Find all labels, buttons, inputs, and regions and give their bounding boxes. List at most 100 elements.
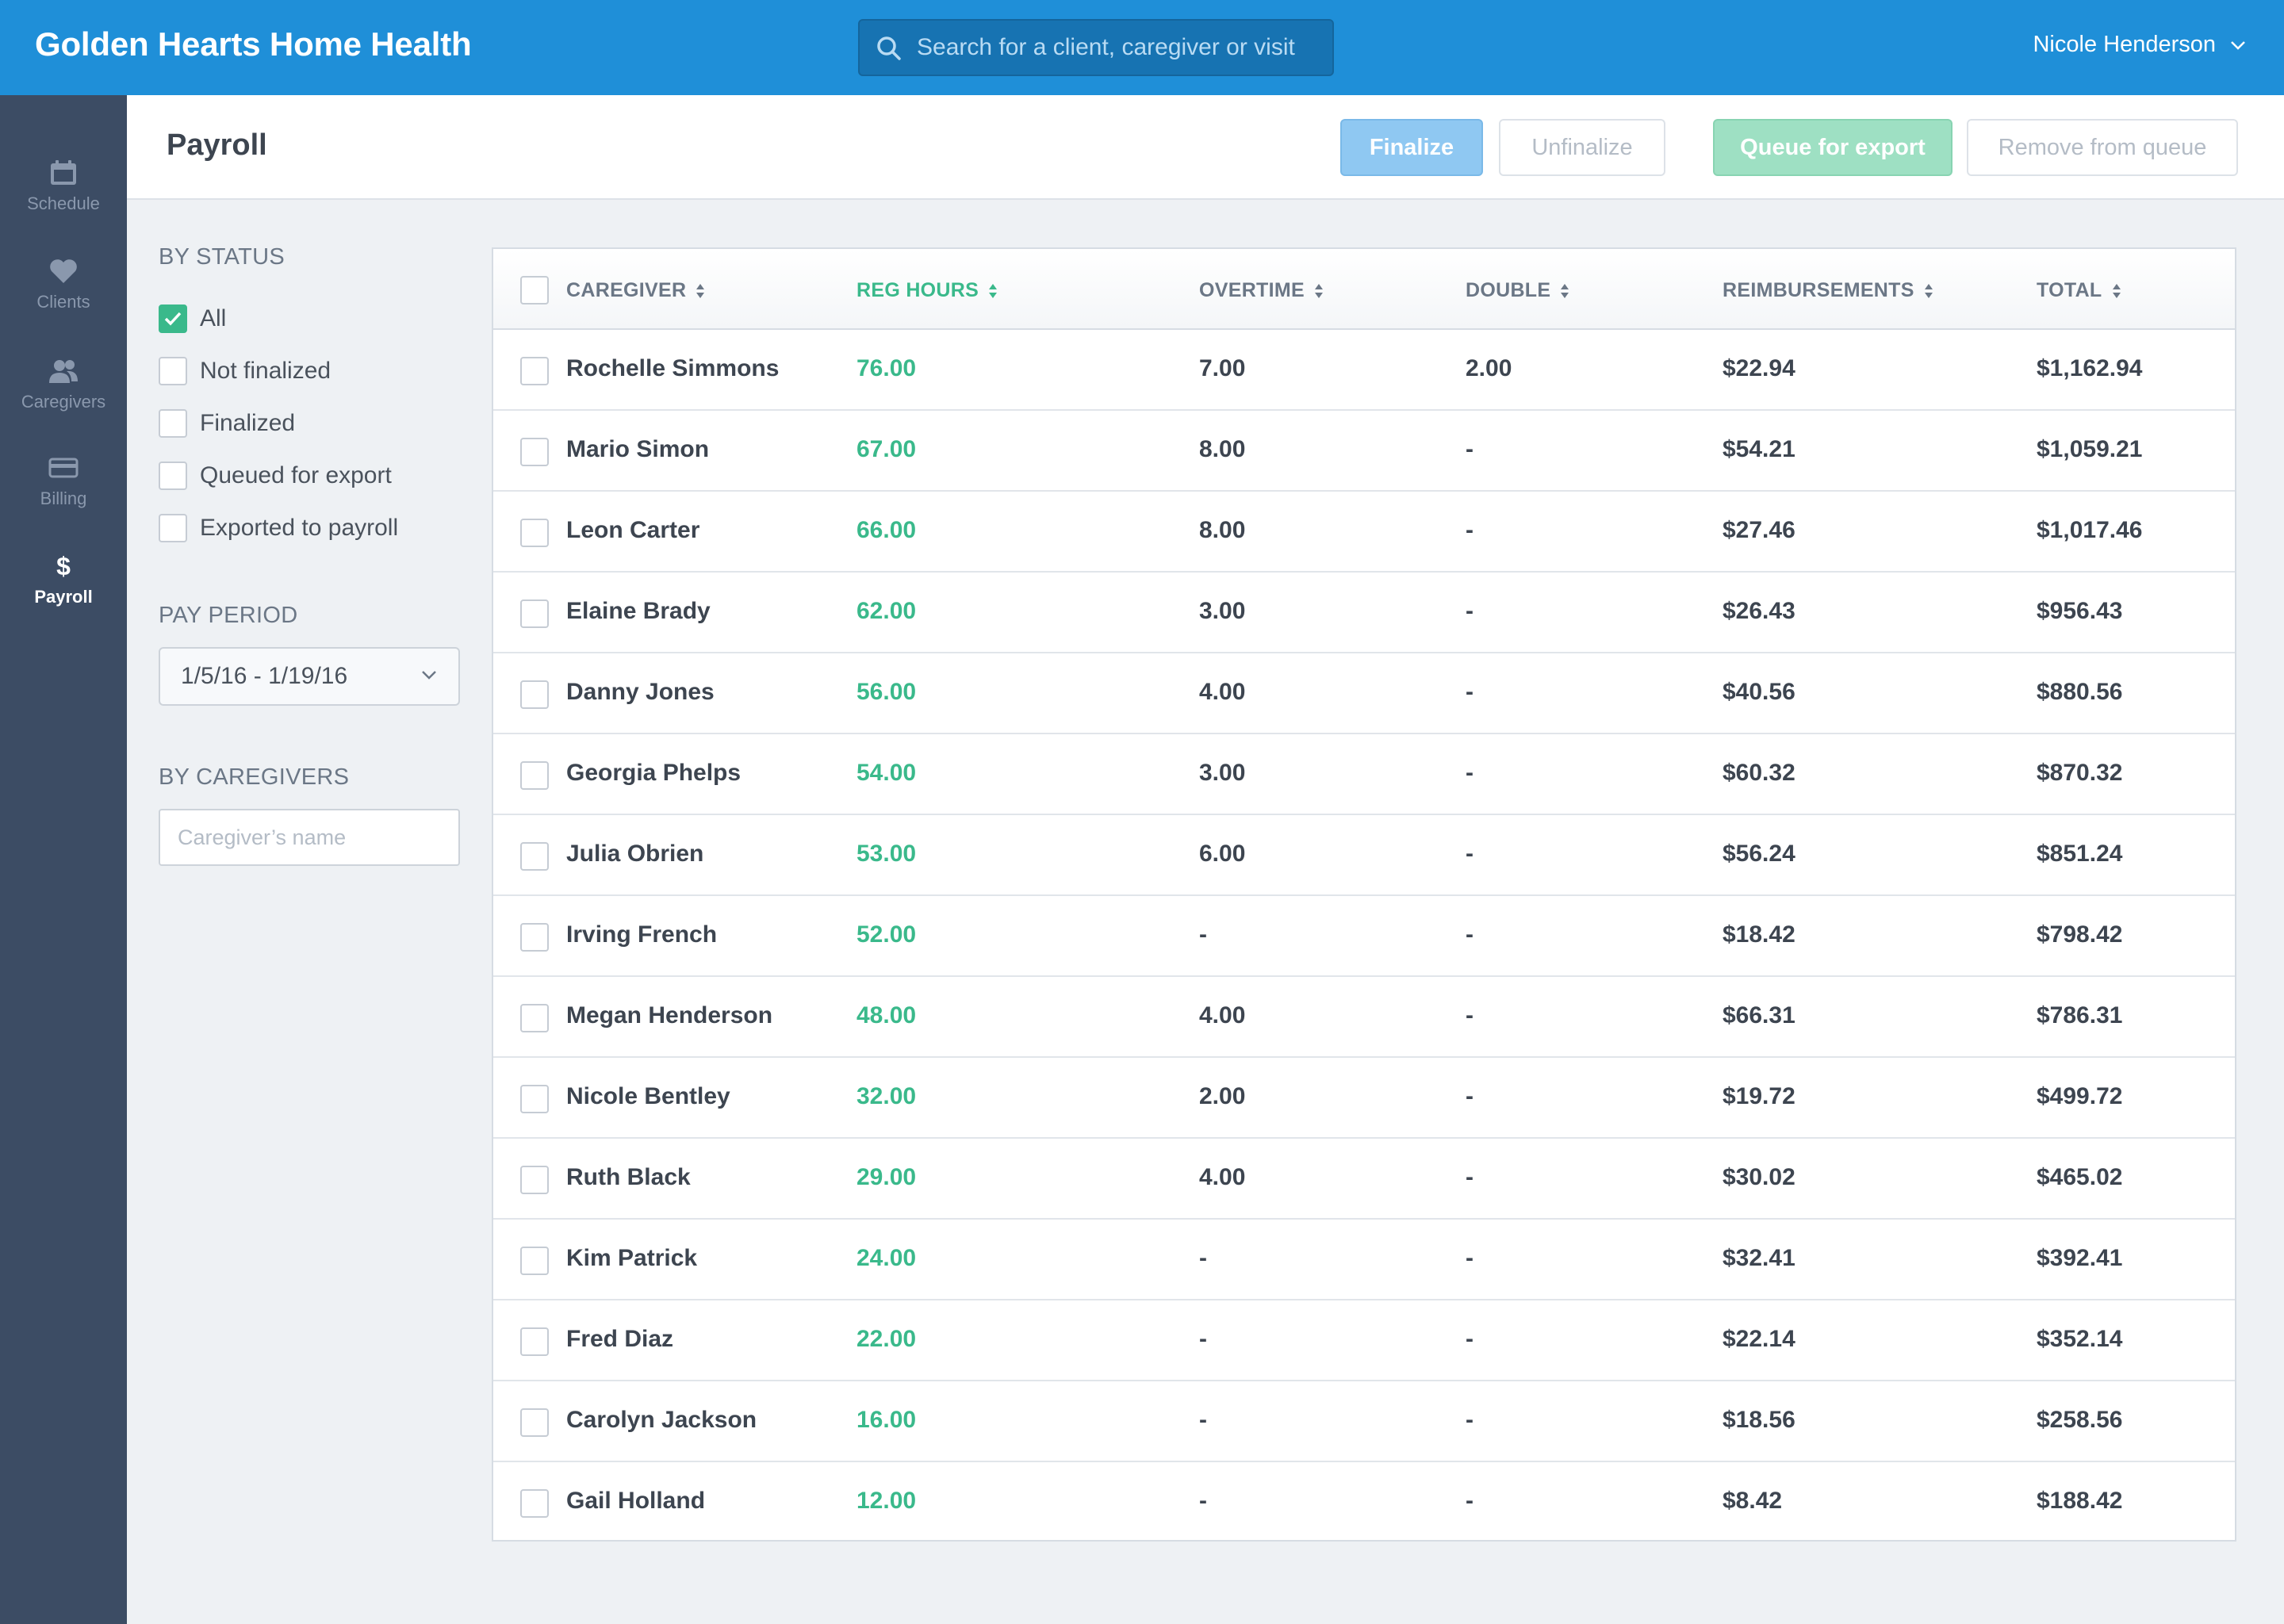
table-row[interactable]: Fred Diaz 22.00 - - $22.14 $352.14 — [493, 1300, 2235, 1381]
table-row[interactable]: Carolyn Jackson 16.00 - - $18.56 $258.56 — [493, 1381, 2235, 1462]
checkbox[interactable] — [159, 357, 187, 385]
cell-reimbursements: $18.42 — [1723, 921, 1795, 948]
status-filter-exported[interactable]: Exported to payroll — [159, 512, 398, 544]
cell-double: - — [1466, 1407, 1473, 1433]
cell-reg-hours: 32.00 — [856, 1083, 917, 1109]
table-row[interactable]: Elaine Brady 62.00 3.00 - $26.43 $956.43 — [493, 573, 2235, 653]
column-header-double[interactable]: DOUBLE — [1466, 279, 1569, 302]
sidebar-item-label: Payroll — [34, 587, 93, 607]
table-row[interactable]: Julia Obrien 53.00 6.00 - $56.24 $851.24 — [493, 815, 2235, 896]
table-row[interactable]: Ruth Black 29.00 4.00 - $30.02 $465.02 — [493, 1139, 2235, 1220]
row-checkbox[interactable] — [520, 1085, 549, 1113]
status-filter-label: Queued for export — [200, 462, 392, 488]
column-header-caregiver[interactable]: CAREGIVER — [566, 279, 705, 302]
table-row[interactable]: Megan Henderson 48.00 4.00 - $66.31 $786.31 — [493, 977, 2235, 1058]
table-row[interactable]: Irving French 52.00 - - $18.42 $798.42 — [493, 896, 2235, 977]
sidebar-item-label: Schedule — [27, 193, 100, 213]
row-checkbox[interactable] — [520, 923, 549, 952]
row-checkbox[interactable] — [520, 1408, 549, 1437]
caregiver-name-input[interactable] — [159, 809, 460, 866]
table-row[interactable]: Leon Carter 66.00 8.00 - $27.46 $1,017.46 — [493, 492, 2235, 573]
table-row[interactable]: Mario Simon 67.00 8.00 - $54.21 $1,059.21 — [493, 411, 2235, 492]
select-all-checkbox[interactable] — [520, 276, 549, 304]
sort-icon[interactable] — [1924, 283, 1933, 299]
cell-reg-hours: 54.00 — [856, 760, 917, 786]
row-checkbox[interactable] — [520, 1166, 549, 1194]
row-checkbox[interactable] — [520, 1489, 549, 1518]
sort-icon[interactable] — [1314, 283, 1324, 299]
status-filter-not-finalized[interactable]: Not finalized — [159, 355, 331, 387]
cell-reg-hours: 16.00 — [856, 1407, 917, 1433]
status-filter-finalized[interactable]: Finalized — [159, 408, 295, 439]
sort-icon[interactable] — [2112, 283, 2121, 299]
checkbox[interactable] — [159, 462, 187, 490]
sidebar-item-caregivers[interactable]: Caregivers — [0, 341, 127, 428]
column-header-total[interactable]: TOTAL — [2037, 279, 2121, 302]
table-row[interactable]: Georgia Phelps 54.00 3.00 - $60.32 $870.32 — [493, 734, 2235, 815]
row-checkbox[interactable] — [520, 357, 549, 385]
row-checkbox[interactable] — [520, 680, 549, 709]
cell-reimbursements: $18.56 — [1723, 1407, 1795, 1433]
status-filter-label: Finalized — [200, 410, 296, 436]
row-checkbox[interactable] — [520, 1247, 549, 1275]
row-checkbox[interactable] — [520, 438, 549, 466]
checkbox[interactable] — [159, 409, 187, 438]
status-filter-all[interactable]: All — [159, 303, 226, 335]
cell-caregiver: Carolyn Jackson — [566, 1407, 757, 1433]
cell-double: 2.00 — [1466, 355, 1512, 381]
cell-overtime: - — [1199, 1326, 1207, 1352]
table-row[interactable]: Nicole Bentley 32.00 2.00 - $19.72 $499.72 — [493, 1058, 2235, 1139]
cell-reimbursements: $66.31 — [1723, 1002, 1795, 1028]
status-filter-queued[interactable]: Queued for export — [159, 460, 392, 492]
sidebar-item-clients[interactable]: Clients — [0, 241, 127, 328]
sidebar-item-payroll[interactable]: $ Payroll — [0, 536, 127, 623]
cell-total: $798.42 — [2037, 921, 2123, 948]
cell-reimbursements: $19.72 — [1723, 1083, 1795, 1109]
row-checkbox[interactable] — [520, 519, 549, 547]
search-input[interactable] — [917, 21, 1321, 75]
cell-reimbursements: $54.21 — [1723, 436, 1795, 462]
cell-caregiver: Irving French — [566, 921, 718, 948]
remove-from-queue-button[interactable]: Remove from queue — [1967, 119, 2238, 176]
sidebar-item-billing[interactable]: Billing — [0, 438, 127, 525]
column-header-label: TOTAL — [2037, 279, 2102, 301]
column-header-label: DOUBLE — [1466, 279, 1551, 301]
sort-icon[interactable] — [696, 283, 705, 299]
column-header-overtime[interactable]: OVERTIME — [1199, 279, 1324, 302]
sort-icon[interactable] — [988, 283, 998, 299]
chevron-down-icon — [2231, 40, 2245, 50]
column-header-label: CAREGIVER — [566, 279, 687, 301]
row-checkbox[interactable] — [520, 1327, 549, 1356]
row-checkbox[interactable] — [520, 842, 549, 871]
checkbox[interactable] — [159, 514, 187, 542]
row-checkbox[interactable] — [520, 1004, 549, 1032]
row-checkbox[interactable] — [520, 761, 549, 790]
table-row[interactable]: Danny Jones 56.00 4.00 - $40.56 $880.56 — [493, 653, 2235, 734]
table-row[interactable]: Gail Holland 12.00 - - $8.42 $188.42 — [493, 1462, 2235, 1543]
search-box[interactable] — [858, 19, 1334, 76]
sort-icon[interactable] — [1560, 283, 1569, 299]
queue-for-export-button[interactable]: Queue for export — [1713, 119, 1953, 176]
checkbox[interactable] — [159, 304, 187, 333]
sidebar-item-schedule[interactable]: Schedule — [0, 143, 127, 230]
unfinalize-button[interactable]: Unfinalize — [1499, 119, 1665, 176]
by-status-heading: BY STATUS — [159, 244, 286, 270]
status-filter-label: All — [200, 305, 227, 331]
table-row[interactable]: Kim Patrick 24.00 - - $32.41 $392.41 — [493, 1220, 2235, 1300]
column-header-reg-hours[interactable]: REG HOURS — [856, 279, 998, 302]
table-row[interactable]: Rochelle Simmons 76.00 7.00 2.00 $22.94 $1,16… — [493, 330, 2235, 411]
finalize-button[interactable]: Finalize — [1340, 119, 1483, 176]
cell-caregiver: Leon Carter — [566, 517, 700, 543]
cell-overtime: 8.00 — [1199, 436, 1246, 462]
cell-reimbursements: $22.94 — [1723, 355, 1795, 381]
status-filter-label: Exported to payroll — [200, 515, 399, 541]
cell-reg-hours: 67.00 — [856, 436, 917, 462]
column-header-label: OVERTIME — [1199, 279, 1305, 301]
cell-caregiver: Megan Henderson — [566, 1002, 773, 1028]
top-bar: Golden Hearts Home Health Nicole Henders… — [0, 0, 2284, 95]
cell-overtime: 6.00 — [1199, 841, 1246, 867]
row-checkbox[interactable] — [520, 599, 549, 628]
column-header-reimbursements[interactable]: REIMBURSEMENTS — [1723, 279, 1933, 302]
user-menu[interactable]: Nicole Henderson — [2033, 32, 2246, 58]
pay-period-select[interactable]: 1/5/16 - 1/19/16 — [159, 647, 460, 706]
